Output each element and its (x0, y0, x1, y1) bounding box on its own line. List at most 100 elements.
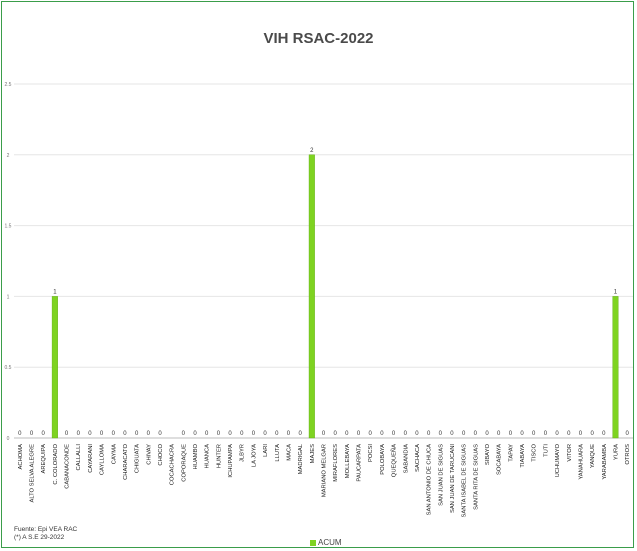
data-label: 0 (123, 431, 127, 437)
data-label: 0 (30, 431, 34, 437)
data-label: 2 (310, 148, 314, 154)
data-label: 0 (205, 431, 209, 437)
legend-swatch (310, 539, 316, 546)
chart-title: VIH RSAC-2022 (263, 30, 374, 47)
data-label: 0 (474, 431, 478, 437)
category-label: CALLALLI (76, 444, 82, 471)
data-label: 0 (77, 431, 81, 437)
category-label: YURA (613, 444, 619, 460)
category-label: CAYLLOMA (100, 444, 106, 475)
category-label: MOLLEBAYA (345, 444, 351, 478)
category-label: C. COLORADO (53, 444, 59, 485)
data-label: 0 (415, 431, 419, 437)
data-label: 0 (380, 431, 384, 437)
data-label: 0 (263, 431, 267, 437)
data-label: 0 (450, 431, 454, 437)
data-label: 0 (135, 431, 139, 437)
category-label: TIABAYA (520, 444, 526, 468)
data-label: 0 (182, 431, 186, 437)
category-label: SABANDIA (403, 444, 409, 473)
category-label: YANAHUARA (578, 444, 584, 480)
data-label: 0 (404, 431, 408, 437)
category-label: LA JOYA (251, 444, 257, 467)
category-label: POCSI (368, 444, 374, 462)
data-label: 0 (497, 431, 501, 437)
category-label: ACHOMA (18, 444, 24, 470)
source-line: Fuente: Epi VEA RAC (14, 526, 78, 533)
data-label: 0 (357, 431, 361, 437)
category-label: CHOCO (158, 444, 164, 466)
data-label: 0 (18, 431, 22, 437)
category-label: SANTA ISABEL DE SIGUAS (462, 444, 468, 518)
data-label: 0 (65, 431, 69, 437)
category-label: COCACHACRA (170, 444, 176, 485)
data-label: 0 (322, 431, 326, 437)
category-label: MIRAFLORES (333, 444, 339, 482)
data-label: 0 (345, 431, 349, 437)
data-label: 0 (485, 431, 489, 437)
category-label: MARIANO MELGAR (322, 444, 328, 497)
category-label: ALTO SELVA ALEGRE (30, 444, 36, 503)
data-label: 0 (42, 431, 46, 437)
y-tick-label: 0 (7, 436, 10, 442)
category-label: ICHUPAMPA (228, 444, 234, 478)
category-label: QUEQUEÑA (391, 444, 398, 477)
category-label: TISCO (532, 444, 538, 462)
data-label: 0 (228, 431, 232, 437)
data-label: 0 (590, 431, 594, 437)
bar (308, 154, 315, 439)
data-label: 0 (439, 431, 443, 437)
data-label: 0 (158, 431, 162, 437)
data-label: 0 (112, 431, 116, 437)
category-label: SAN JUAN DE TARUCANI (450, 444, 456, 513)
data-label: 0 (275, 431, 279, 437)
legend: ACUM (310, 538, 342, 547)
category-label: SAN JUAN DE SIGUAS (438, 444, 444, 506)
category-label: MADRIGAL (298, 443, 304, 474)
data-label: 0 (555, 431, 559, 437)
data-label: 0 (462, 431, 466, 437)
category-label: HUAMBO (193, 444, 199, 470)
data-label: 0 (334, 431, 338, 437)
category-label: COPORAQUE (181, 444, 187, 482)
y-tick-label: 1 (7, 294, 10, 300)
data-label: 0 (287, 431, 291, 437)
category-label: SIBAYO (485, 444, 491, 466)
data-label: 0 (520, 431, 524, 437)
category-label: LLUTA (275, 444, 281, 462)
source-period: (*) A S.E 29-2022 (14, 534, 65, 541)
category-label: CHIGUATA (135, 444, 141, 473)
data-label: 0 (427, 431, 431, 437)
y-tick-label: 2 (7, 153, 10, 159)
category-label: CABANACONDE (65, 444, 71, 489)
category-label: OTROS (625, 444, 631, 465)
category-label: HUNTER (216, 444, 222, 468)
y-tick-label: 2.5 (5, 82, 12, 88)
y-tick-label: 0.5 (5, 365, 12, 371)
category-label: PAUCARPATA (357, 444, 363, 482)
data-label: 0 (509, 431, 513, 437)
data-label: 0 (252, 431, 256, 437)
data-label: 0 (625, 431, 629, 437)
bar (612, 296, 619, 439)
data-label: 0 (217, 431, 221, 437)
category-label: UCHUMAYO (555, 444, 561, 478)
data-label: 1 (614, 289, 618, 295)
data-label: 0 (193, 431, 197, 437)
category-label: VITOR (567, 444, 573, 462)
bar (51, 296, 58, 439)
y-tick-label: 1.5 (5, 224, 12, 230)
data-label: 0 (544, 431, 548, 437)
legend-label: ACUM (318, 538, 342, 547)
category-label: CHARACATO (123, 444, 129, 480)
category-label: POLOBAYA (380, 444, 386, 475)
source-note: Fuente: Epi VEA RAC (*) A S.E 29-2022 (14, 526, 77, 542)
data-label: 0 (567, 431, 571, 437)
data-label: 0 (298, 431, 302, 437)
category-label: CHIVAY (146, 444, 152, 465)
category-label: YANQUE (590, 444, 596, 468)
category-label: SACHACA (415, 444, 421, 472)
category-label: AREQUIPA (41, 444, 47, 474)
